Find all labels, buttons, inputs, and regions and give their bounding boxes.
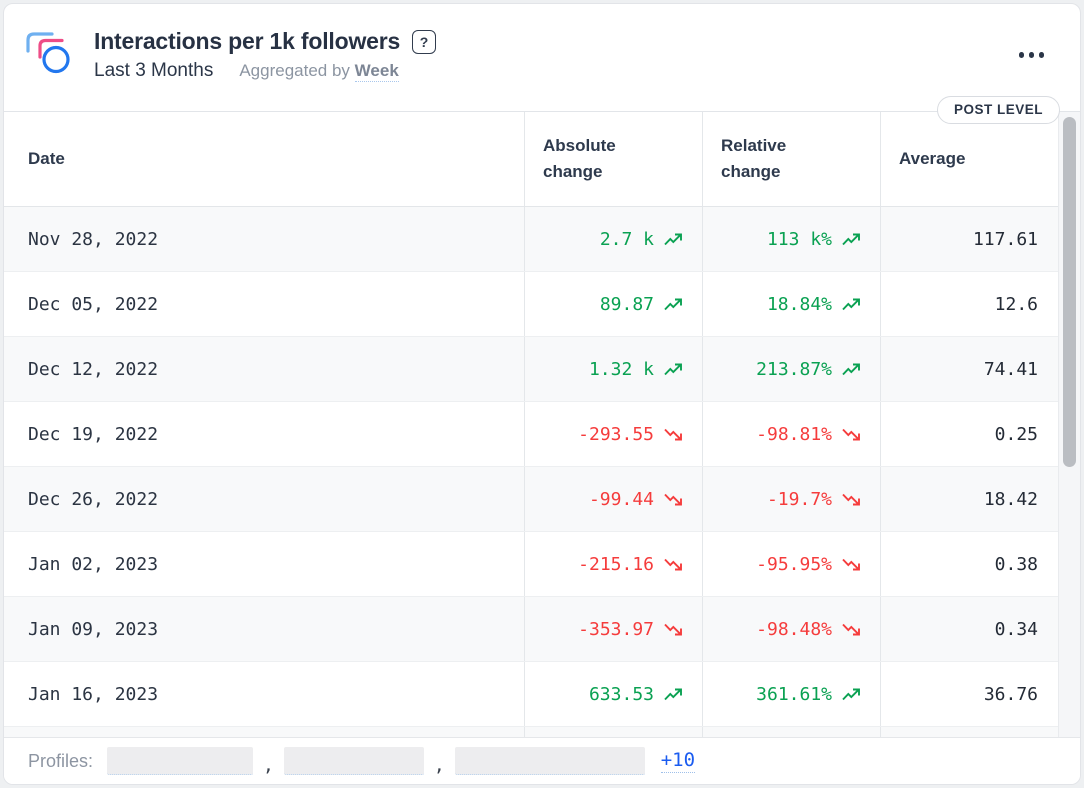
relative-change-cell: 213.87%	[702, 337, 880, 401]
trend-down-icon	[663, 492, 684, 507]
table-header-row: Date Absolute change Relative change Ave…	[4, 112, 1058, 207]
relative-change-cell: 18.84%	[702, 272, 880, 336]
date-cell: Jan 16, 2023	[28, 683, 159, 705]
profiles-footer: Profiles: , , +10	[4, 737, 1080, 784]
date-cell: Dec 12, 2022	[28, 358, 159, 380]
absolute-change-cell: -353.97	[524, 597, 702, 661]
average-cell: 0.25	[880, 402, 1058, 466]
date-cell: Dec 05, 2022	[28, 293, 159, 315]
absolute-change-cell: 2.7 k	[524, 207, 702, 271]
column-header-absolute-change: Absolute change	[524, 112, 702, 206]
table-row: Dec 12, 2022 1.32 k 213.87%	[4, 337, 1058, 402]
more-options-icon[interactable]	[1015, 48, 1049, 62]
trend-up-icon	[841, 362, 862, 377]
average-cell: 36.76	[880, 662, 1058, 726]
absolute-change-cell: 89.87	[524, 272, 702, 336]
profile-separator: ,	[263, 755, 274, 776]
table-row: Dec 19, 2022 -293.55 -98.81%	[4, 402, 1058, 467]
redacted-profile	[454, 747, 645, 775]
trend-up-icon	[663, 232, 684, 247]
trend-up-icon	[663, 687, 684, 702]
brand-logo-icon	[26, 32, 70, 74]
date-cell: Nov 28, 2022	[28, 228, 159, 250]
average-cell: 74.41	[880, 337, 1058, 401]
table-row: Jan 09, 2023 -353.97 -98.48%	[4, 597, 1058, 662]
date-range-label: Last 3 Months	[94, 60, 214, 81]
absolute-change-cell: 633.53	[524, 662, 702, 726]
trend-up-icon	[841, 297, 862, 312]
table-row: Jan 02, 2023 -215.16 -95.95%	[4, 532, 1058, 597]
post-level-badge: POST LEVEL	[936, 96, 1060, 124]
average-cell: 117.61	[880, 207, 1058, 271]
table-area: Date Absolute change Relative change Ave…	[4, 111, 1080, 737]
column-header-relative-change: Relative change	[702, 112, 880, 206]
trend-down-icon	[841, 427, 862, 442]
trend-down-icon	[663, 427, 684, 442]
table-row: Nov 28, 2022 2.7 k 113 k%	[4, 207, 1058, 272]
profiles-label: Profiles:	[28, 750, 94, 771]
profile-separator: ,	[433, 755, 445, 776]
column-header-date: Date	[28, 148, 65, 168]
trend-up-icon	[841, 232, 862, 247]
redacted-profile	[107, 747, 254, 775]
widget-card: Interactions per 1k followers ? Last 3 M…	[3, 3, 1081, 785]
widget-header: Interactions per 1k followers ? Last 3 M…	[4, 4, 1080, 111]
aggregation-label: Aggregated by Week	[239, 61, 399, 82]
date-cell: Jan 02, 2023	[28, 553, 159, 575]
relative-change-cell: 361.61%	[702, 662, 880, 726]
vertical-scrollbar-thumb[interactable]	[1063, 117, 1076, 467]
table-row: Dec 05, 2022 89.87 18.84%	[4, 272, 1058, 337]
trend-down-icon	[841, 622, 862, 637]
table-row: Jan 16, 2023 633.53 361.61%	[4, 662, 1058, 727]
trend-down-icon	[663, 622, 684, 637]
absolute-change-cell: 1.32 k	[524, 337, 702, 401]
table-row: Dec 26, 2022 -99.44 -19.7%	[4, 467, 1058, 532]
trend-down-icon	[841, 492, 862, 507]
absolute-change-cell: -99.44	[524, 467, 702, 531]
date-cell: Jan 09, 2023	[28, 618, 159, 640]
more-profiles-link[interactable]: +10	[660, 749, 696, 773]
partial-next-row	[4, 727, 1058, 737]
average-cell: 12.6	[880, 272, 1058, 336]
relative-change-cell: -19.7%	[702, 467, 880, 531]
average-cell: 0.34	[880, 597, 1058, 661]
relative-change-cell: -95.95%	[702, 532, 880, 596]
relative-change-cell: 113 k%	[702, 207, 880, 271]
vertical-scrollbar-track[interactable]	[1058, 112, 1080, 737]
aggregation-prefix: Aggregated by	[239, 61, 350, 80]
relative-change-cell: -98.48%	[702, 597, 880, 661]
trend-down-icon	[841, 557, 862, 572]
table-body: Nov 28, 2022 2.7 k 113 k%	[4, 207, 1058, 737]
trend-up-icon	[663, 297, 684, 312]
date-cell: Dec 26, 2022	[28, 488, 159, 510]
aggregation-value[interactable]: Week	[354, 61, 399, 82]
redacted-profile	[283, 747, 424, 775]
relative-change-cell: -98.81%	[702, 402, 880, 466]
trend-up-icon	[841, 687, 862, 702]
absolute-change-cell: -293.55	[524, 402, 702, 466]
date-cell: Dec 19, 2022	[28, 423, 159, 445]
help-icon[interactable]: ?	[412, 29, 437, 54]
column-header-average: Average	[880, 112, 1058, 206]
trend-down-icon	[663, 557, 684, 572]
absolute-change-cell: -215.16	[524, 532, 702, 596]
average-cell: 0.38	[880, 532, 1058, 596]
interactions-table: Date Absolute change Relative change Ave…	[4, 112, 1058, 737]
widget-title: Interactions per 1k followers	[94, 28, 401, 54]
average-cell: 18.42	[880, 467, 1058, 531]
trend-up-icon	[663, 362, 684, 377]
